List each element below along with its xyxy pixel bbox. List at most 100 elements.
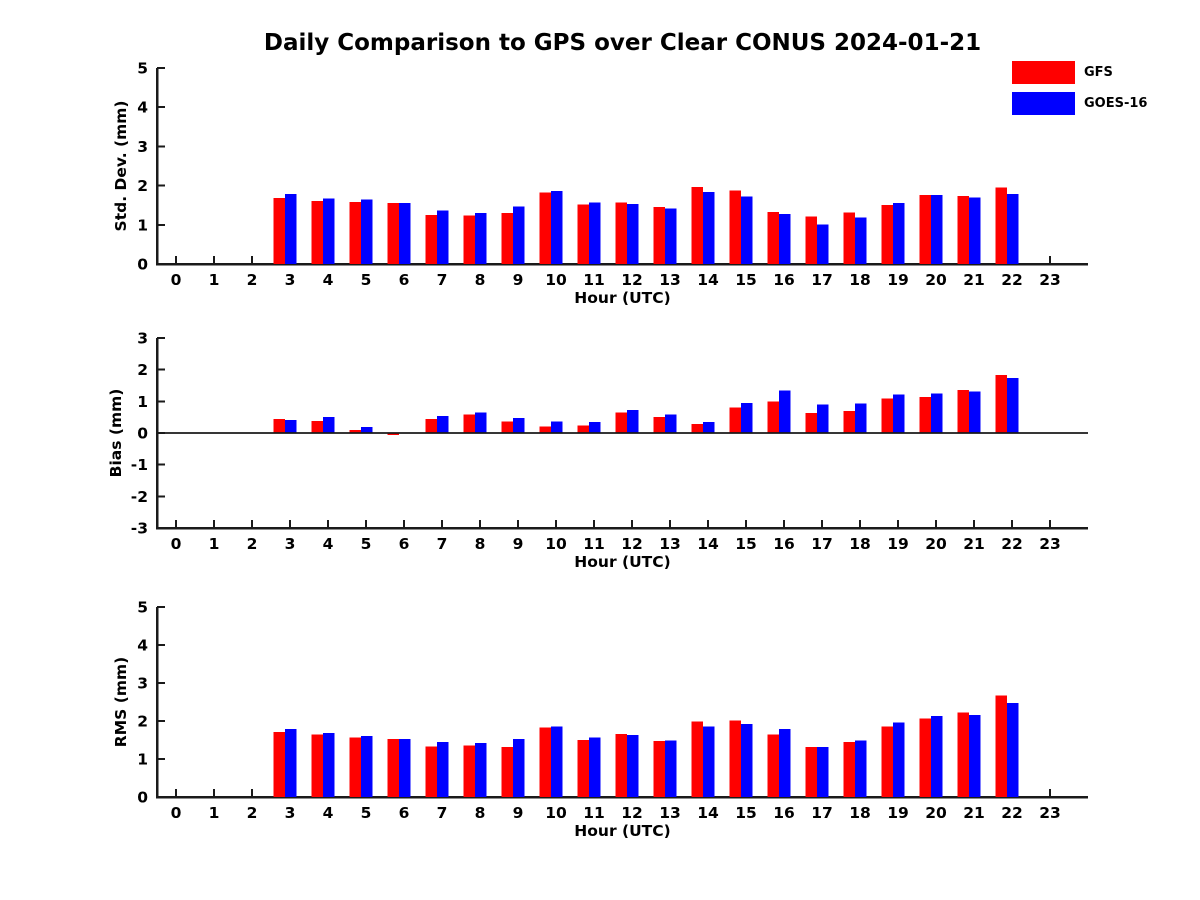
bar-goes-16-hour-6 — [399, 738, 411, 797]
bar-goes-16-hour-3 — [285, 728, 297, 797]
x-tick-label: 1 — [209, 535, 220, 553]
bar-goes-16-hour-8 — [475, 743, 487, 797]
bar-goes-16-hour-4 — [323, 417, 335, 433]
bar-gfs-hour-8 — [463, 745, 475, 797]
bar-gfs-hour-10 — [539, 192, 551, 264]
bar-goes-16-hour-15 — [741, 403, 753, 433]
x-tick-label: 19 — [887, 804, 909, 822]
bar-gfs-hour-4 — [311, 420, 323, 433]
bar-gfs-hour-15 — [729, 407, 741, 433]
legend: GFS GOES-16 — [1012, 61, 1147, 123]
bar-gfs-hour-18 — [843, 411, 855, 433]
bar-gfs-hour-8 — [463, 215, 475, 264]
y-tick-label: 1 — [137, 216, 148, 234]
x-tick-label: 19 — [887, 535, 909, 553]
x-tick-label: 1 — [209, 804, 220, 822]
bar-goes-16-hour-9 — [513, 206, 525, 264]
x-tick-label: 11 — [583, 535, 605, 553]
bar-goes-16-hour-20 — [931, 195, 943, 264]
x-tick-label: 23 — [1039, 804, 1061, 822]
x-tick-label: 23 — [1039, 271, 1061, 289]
x-tick-label: 3 — [285, 535, 296, 553]
bar-gfs-hour-14 — [691, 186, 703, 264]
x-tick-label: 14 — [697, 804, 719, 822]
x-axis-label: Hour (UTC) — [574, 553, 670, 571]
bar-gfs-hour-14 — [691, 424, 703, 433]
y-tick-label: 5 — [137, 60, 148, 78]
bar-goes-16-hour-13 — [665, 740, 677, 797]
bar-goes-16-hour-7 — [437, 741, 449, 797]
bar-goes-16-hour-9 — [513, 417, 525, 433]
bar-goes-16-hour-15 — [741, 196, 753, 264]
y-tick-label: 1 — [137, 393, 148, 411]
y-tick-label: 3 — [137, 675, 148, 693]
bar-goes-16-hour-21 — [969, 197, 981, 264]
bar-gfs-hour-20 — [919, 397, 931, 433]
y-tick-label: 2 — [137, 361, 148, 379]
legend-item-goes16: GOES-16 — [1012, 92, 1147, 115]
x-tick-label: 7 — [437, 271, 448, 289]
bar-gfs-hour-18 — [843, 741, 855, 797]
x-tick-label: 22 — [1001, 535, 1023, 553]
y-axis-label: RMS (mm) — [112, 657, 130, 747]
x-tick-label: 11 — [583, 271, 605, 289]
bar-goes-16-hour-8 — [475, 412, 487, 433]
bar-gfs-hour-5 — [349, 430, 361, 433]
bar-goes-16-hour-19 — [893, 394, 905, 433]
x-tick-label: 15 — [735, 804, 757, 822]
bar-gfs-hour-8 — [463, 414, 475, 433]
x-tick-label: 5 — [361, 804, 372, 822]
x-tick-label: 20 — [925, 271, 947, 289]
bar-gfs-hour-4 — [311, 734, 323, 797]
bar-goes-16-hour-5 — [361, 199, 373, 264]
y-tick-label: 5 — [137, 599, 148, 617]
x-tick-label: 20 — [925, 535, 947, 553]
bar-gfs-hour-10 — [539, 727, 551, 797]
bar-gfs-hour-13 — [653, 740, 665, 797]
y-tick-label: 0 — [137, 425, 148, 443]
x-tick-label: 23 — [1039, 535, 1061, 553]
bar-gfs-hour-22 — [995, 695, 1007, 797]
x-tick-label: 2 — [247, 535, 258, 553]
x-tick-label: 17 — [811, 535, 833, 553]
x-tick-label: 9 — [513, 271, 524, 289]
y-tick-label: 4 — [137, 637, 148, 655]
x-tick-label: 11 — [583, 804, 605, 822]
x-tick-label: 17 — [811, 804, 833, 822]
bar-gfs-hour-12 — [615, 202, 627, 264]
y-tick-label: 3 — [137, 330, 148, 348]
bar-gfs-hour-19 — [881, 205, 893, 264]
bar-gfs-hour-6 — [387, 433, 399, 436]
x-tick-label: 8 — [475, 535, 486, 553]
x-tick-label: 2 — [247, 804, 258, 822]
x-tick-label: 21 — [963, 271, 985, 289]
bar-gfs-hour-17 — [805, 216, 817, 264]
bar-gfs-hour-6 — [387, 202, 399, 264]
bar-goes-16-hour-3 — [285, 193, 297, 264]
bar-gfs-hour-21 — [957, 196, 969, 264]
x-tick-label: 14 — [697, 271, 719, 289]
x-tick-label: 10 — [545, 535, 567, 553]
bar-gfs-hour-3 — [273, 418, 285, 433]
bar-gfs-hour-9 — [501, 213, 513, 264]
bar-gfs-hour-16 — [767, 401, 779, 433]
bar-gfs-hour-19 — [881, 398, 893, 433]
bar-goes-16-hour-22 — [1007, 193, 1019, 264]
x-tick-label: 18 — [849, 804, 871, 822]
bar-gfs-hour-10 — [539, 426, 551, 433]
bar-gfs-hour-16 — [767, 211, 779, 264]
x-tick-label: 8 — [475, 804, 486, 822]
bar-gfs-hour-15 — [729, 190, 741, 264]
x-tick-label: 3 — [285, 804, 296, 822]
y-tick-label: 3 — [137, 138, 148, 156]
bar-goes-16-hour-17 — [817, 746, 829, 797]
bar-goes-16-hour-16 — [779, 390, 791, 433]
bar-goes-16-hour-10 — [551, 191, 563, 264]
y-tick-label: 1 — [137, 751, 148, 769]
x-tick-label: 7 — [437, 535, 448, 553]
goes16-color-swatch — [1012, 92, 1075, 115]
x-tick-label: 5 — [361, 271, 372, 289]
bar-goes-16-hour-22 — [1007, 378, 1019, 433]
